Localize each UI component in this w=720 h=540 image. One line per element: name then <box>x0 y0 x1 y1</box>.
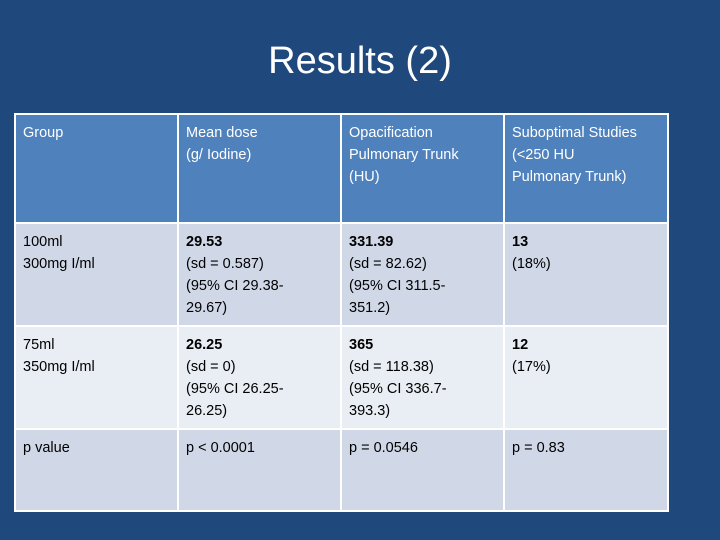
cell-line: (95% CI 26.25- <box>186 381 284 397</box>
header-opacification-line: Pulmonary Trunk <box>349 147 459 163</box>
cell-p-value: p = 0.83 <box>503 428 669 512</box>
table-row: p value p < 0.0001 p = 0.0546 p = 0.83 <box>14 428 669 512</box>
cell-line: 393.3) <box>349 403 391 419</box>
cell-value: 13 <box>512 234 529 250</box>
cell-line: 100ml <box>23 234 63 250</box>
cell-line: (sd = 118.38) <box>349 359 434 375</box>
header-opacification: Opacification Pulmonary Trunk (HU) <box>340 113 505 224</box>
cell-line: (95% CI 336.7- <box>349 381 447 397</box>
cell-line: 300mg I/ml <box>23 256 95 272</box>
cell-line: (18%) <box>512 256 551 272</box>
header-opacification-line: (HU) <box>349 169 380 185</box>
header-suboptimal-line: Pulmonary Trunk) <box>512 169 627 185</box>
cell-group: 75ml 350mg I/ml <box>14 325 179 430</box>
cell-group: p value <box>14 428 179 512</box>
cell-line: p value <box>23 440 70 456</box>
cell-value: 29.53 <box>186 234 223 250</box>
header-opacification-line: Opacification <box>349 125 433 141</box>
cell-mean-dose: 26.25 (sd = 0) (95% CI 26.25- 26.25) <box>177 325 342 430</box>
cell-p-value: p = 0.0546 <box>340 428 505 512</box>
header-mean-dose-line: (g/ Iodine) <box>186 147 252 163</box>
cell-line: 351.2) <box>349 300 391 316</box>
cell-line: (sd = 0.587) <box>186 256 264 272</box>
cell-line: (95% CI 311.5- <box>349 278 446 294</box>
cell-value: 331.39 <box>349 234 394 250</box>
cell-value: 12 <box>512 337 529 353</box>
table-row: 100ml 300mg I/ml 29.53 (sd = 0.587) (95%… <box>14 222 669 327</box>
table-header-row: Group Mean dose (g/ Iodine) Opacificatio… <box>14 113 669 224</box>
header-group: Group <box>14 113 179 224</box>
table-row: 75ml 350mg I/ml 26.25 (sd = 0) (95% CI 2… <box>14 325 669 430</box>
header-suboptimal-line: Suboptimal Studies <box>512 125 637 141</box>
cell-line: (17%) <box>512 359 551 375</box>
header-group-line: Group <box>23 125 64 141</box>
cell-line: p = 0.83 <box>512 440 565 456</box>
cell-line: 29.67) <box>186 300 228 316</box>
cell-line: p = 0.0546 <box>349 440 418 456</box>
cell-suboptimal: 13 (18%) <box>503 222 669 327</box>
cell-line: p < 0.0001 <box>186 440 255 456</box>
header-suboptimal-studies: Suboptimal Studies (<250 HU Pulmonary Tr… <box>503 113 669 224</box>
cell-opacification: 331.39 (sd = 82.62) (95% CI 311.5- 351.2… <box>340 222 505 327</box>
results-table: Group Mean dose (g/ Iodine) Opacificatio… <box>14 113 669 512</box>
cell-line: 26.25) <box>186 403 228 419</box>
cell-line: 350mg I/ml <box>23 359 95 375</box>
header-mean-dose: Mean dose (g/ Iodine) <box>177 113 342 224</box>
cell-line: (95% CI 29.38- <box>186 278 284 294</box>
header-suboptimal-line: (<250 HU <box>512 147 575 163</box>
slide-title: Results (2) <box>268 40 452 82</box>
cell-suboptimal: 12 (17%) <box>503 325 669 430</box>
cell-p-value: p < 0.0001 <box>177 428 342 512</box>
cell-group: 100ml 300mg I/ml <box>14 222 179 327</box>
header-mean-dose-line: Mean dose <box>186 125 258 141</box>
cell-opacification: 365 (sd = 118.38) (95% CI 336.7- 393.3) <box>340 325 505 430</box>
cell-mean-dose: 29.53 (sd = 0.587) (95% CI 29.38- 29.67) <box>177 222 342 327</box>
cell-line: (sd = 82.62) <box>349 256 427 272</box>
cell-value: 26.25 <box>186 337 223 353</box>
cell-value: 365 <box>349 337 374 353</box>
cell-line: (sd = 0) <box>186 359 236 375</box>
cell-line: 75ml <box>23 337 55 353</box>
